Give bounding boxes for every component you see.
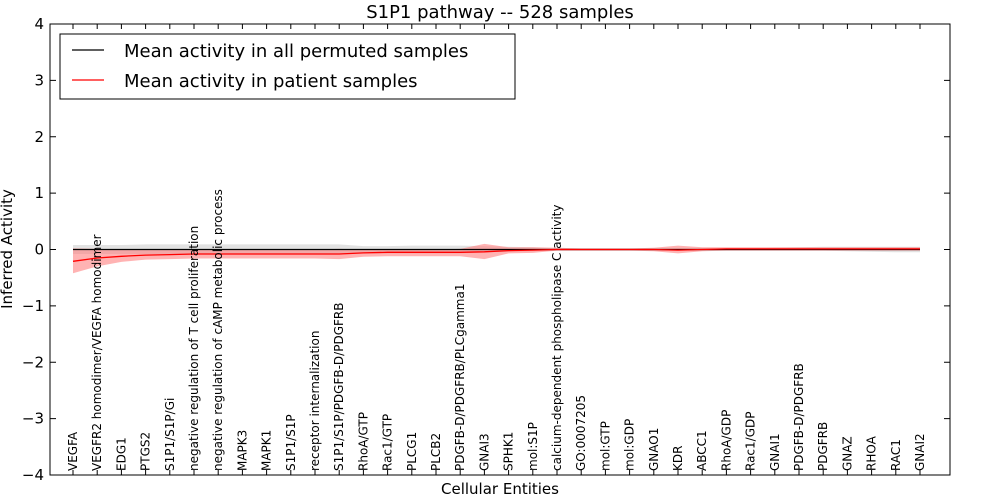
- y-tick-label: −1: [22, 297, 44, 315]
- y-axis-label: Inferred Activity: [0, 189, 16, 309]
- entity-label: MAPK1: [260, 430, 274, 471]
- entity-label: GNAO1: [647, 428, 661, 471]
- y-tick-label: 2: [34, 128, 44, 146]
- entity-label: calcium-dependent phospholipase C activi…: [550, 205, 564, 471]
- legend-label-permuted: Mean activity in all permuted samples: [124, 41, 468, 62]
- entity-labels: VEGFA VEGFR2 homodimer/VEGFA homodimer EDG…: [66, 24, 927, 475]
- y-tick-label: −3: [22, 410, 44, 428]
- entity-label: VEGFR2 homodimer/VEGFA homodimer: [90, 234, 104, 471]
- entity-label: PLCB2: [429, 433, 443, 471]
- entity-label: VEGFA: [66, 431, 80, 471]
- y-tick-label: 0: [34, 241, 44, 259]
- entity-label: RhoA/GTP: [356, 412, 370, 471]
- legend-box: [59, 33, 516, 100]
- x-axis-label: Cellular Entities: [441, 480, 559, 498]
- entity-label: S1P1/S1P: [284, 414, 298, 471]
- y-tick-label: 3: [34, 71, 44, 89]
- band-series-1: [73, 243, 920, 274]
- entity-label: RhoA/GDP: [719, 410, 733, 471]
- entity-label: mol:GDP: [623, 419, 637, 471]
- entity-label: GNAI2: [913, 433, 927, 471]
- entity-label: PDGFRB: [816, 422, 830, 471]
- entity-label: PLCG1: [405, 432, 419, 471]
- entity-label: receptor internalization: [308, 331, 322, 471]
- series-lines: [72, 248, 920, 262]
- entity-label: negative regulation of T cell proliferat…: [187, 226, 201, 471]
- y-tick-label: −4: [22, 466, 44, 484]
- entity-label: ABCC1: [695, 430, 709, 471]
- entity-label: SPHK1: [502, 432, 516, 471]
- entity-label: GNAZ: [840, 436, 854, 471]
- entity-label: RAC1: [889, 439, 903, 471]
- entity-label: GNAI1: [768, 433, 782, 471]
- entity-label: EDG1: [114, 437, 128, 471]
- entity-label: PDGFB-D/PDGFRB: [792, 363, 806, 471]
- entity-label: mol:S1P: [526, 422, 540, 471]
- y-tick-label: 4: [34, 15, 44, 33]
- entity-label: GNAI3: [477, 433, 491, 471]
- series-line-1: [72, 248, 920, 262]
- entity-label: mol:GTP: [598, 421, 612, 471]
- y-tick-label: −2: [22, 353, 44, 371]
- y-axis: −4 −3 −2 −1 0 1 2 3 4: [22, 15, 950, 484]
- y-tick-label: 1: [34, 184, 44, 202]
- entity-label: S1P1/S1P/PDGFB-D/PDGFRB: [332, 303, 346, 471]
- entity-label: GO:0007205: [574, 395, 588, 471]
- entity-label: PDGFB-D/PDGFRB/PLCgamma1: [453, 284, 467, 471]
- chart-title: S1P1 pathway -- 528 samples: [366, 2, 634, 23]
- legend: Mean activity in all permuted samples Me…: [59, 33, 516, 100]
- entity-label: negative regulation of cAMP metabolic pr…: [211, 189, 225, 471]
- entity-label: KDR: [671, 446, 685, 471]
- entity-label: RHOA: [865, 435, 879, 471]
- entity-label: MAPK3: [235, 430, 249, 471]
- entity-label: S1P1/S1P/Gi: [163, 398, 177, 471]
- entity-label: Rac1/GTP: [381, 414, 395, 471]
- legend-label-patient: Mean activity in patient samples: [124, 71, 418, 92]
- entity-label: Rac1/GDP: [744, 412, 758, 471]
- entity-label: PTGS2: [139, 432, 153, 471]
